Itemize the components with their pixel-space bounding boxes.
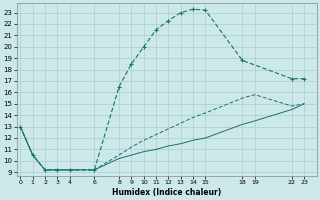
X-axis label: Humidex (Indice chaleur): Humidex (Indice chaleur) xyxy=(112,188,221,197)
